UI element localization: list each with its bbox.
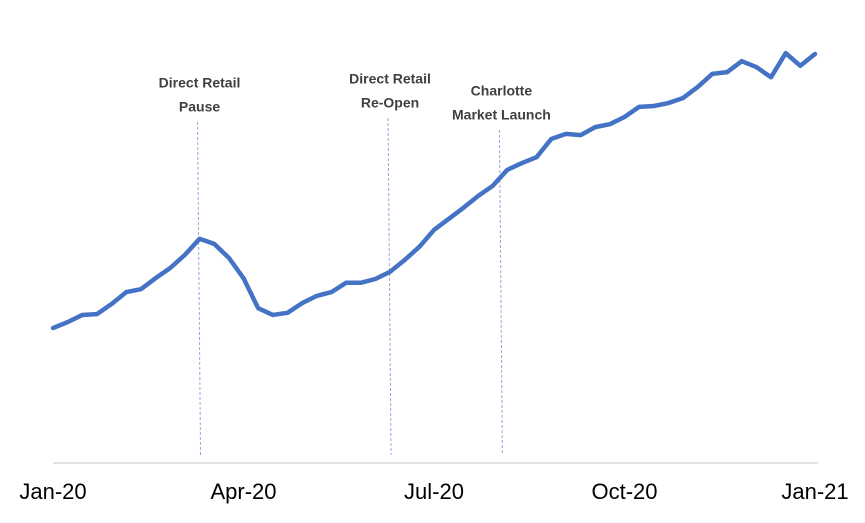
annotation-text: Direct Retail <box>159 75 241 91</box>
x-tick-label: Oct-20 <box>591 479 657 504</box>
annotation-text: Charlotte <box>471 83 533 99</box>
annotation-line <box>387 117 392 456</box>
annotation-text: Direct Retail <box>349 71 431 87</box>
annotation-text: Re-Open <box>361 95 419 111</box>
annotation-text: Market Launch <box>452 107 551 123</box>
line <box>50 50 818 331</box>
annotation-line <box>197 121 202 456</box>
x-tick-label: Jan-20 <box>19 479 86 504</box>
x-tick-label: Apr-20 <box>210 479 276 504</box>
annotation-line <box>498 129 503 456</box>
x-tick-label: Jul-20 <box>404 479 464 504</box>
x-tick-label: Jan-21 <box>781 479 848 504</box>
annotation-text: Pause <box>179 99 220 115</box>
